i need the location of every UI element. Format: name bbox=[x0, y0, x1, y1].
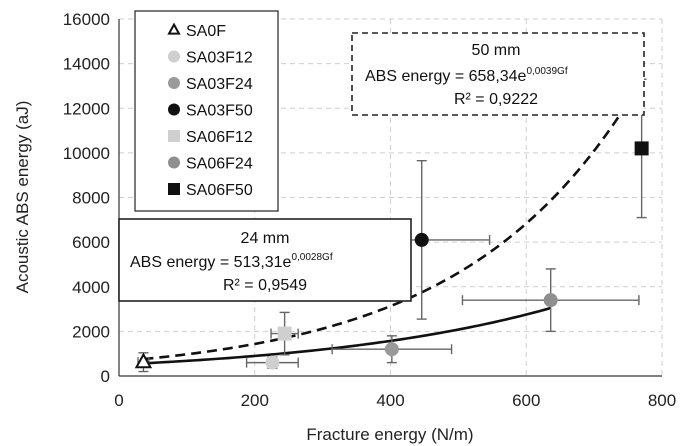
legend-label-sa06f24: SA06F24 bbox=[186, 156, 253, 173]
point-sa06f50 bbox=[634, 141, 649, 156]
y-tick-label: 14000 bbox=[63, 55, 110, 74]
legend-label-sa03f12: SA03F12 bbox=[186, 50, 253, 67]
x-tick-label: 800 bbox=[648, 391, 676, 410]
annotation-24mm-equation: ABS energy = 513,31e0,0028Gf bbox=[130, 252, 333, 271]
annotation-24mm-r2: R² = 0,9549 bbox=[223, 277, 307, 294]
legend-marker-sa06f24 bbox=[168, 156, 180, 169]
point-sa03f50 bbox=[414, 232, 429, 247]
legend-marker-sa03f50 bbox=[168, 103, 180, 116]
point-sa06f24 bbox=[543, 293, 558, 308]
point-sa03f24 bbox=[384, 342, 399, 357]
annotation-24mm-box bbox=[118, 218, 412, 302]
fit-curves bbox=[143, 83, 641, 365]
annotation-50mm-box bbox=[351, 32, 645, 116]
x-tick-label: 400 bbox=[376, 391, 404, 410]
legend-marker-sa03f24 bbox=[168, 77, 180, 89]
legend-marker-sa0f bbox=[167, 22, 181, 35]
y-tick-labels: 0 2000 4000 6000 8000 10000 12000 14000 16000 bbox=[63, 10, 110, 386]
annotation-24mm: 24 mm ABS energy = 513,31e0,0028Gf R² = … bbox=[118, 218, 412, 302]
y-tick-label: 10000 bbox=[63, 144, 110, 163]
legend-label-sa06f12: SA06F12 bbox=[186, 129, 253, 146]
fit-curve-24mm bbox=[143, 306, 552, 365]
fit-curve-50mm bbox=[143, 83, 641, 361]
x-tick-labels: 0 200 400 600 800 bbox=[114, 391, 676, 410]
legend-label-sa03f24: SA03F24 bbox=[186, 76, 253, 93]
y-axis-title: Acoustic ABS energy (aJ) bbox=[13, 101, 32, 294]
x-tick-label: 0 bbox=[114, 391, 123, 410]
annotation-50mm-title: 50 mm bbox=[472, 42, 521, 59]
legend-label-sa06f50: SA06F50 bbox=[186, 182, 253, 199]
x-tick-label: 200 bbox=[241, 391, 269, 410]
y-tick-label: 8000 bbox=[72, 189, 110, 208]
point-sa0f bbox=[134, 352, 153, 369]
y-tick-label: 12000 bbox=[63, 99, 110, 118]
annotation-50mm: 50 mm ABS energy = 658,34e0,0039Gf R² = … bbox=[351, 32, 645, 116]
y-tick-label: 6000 bbox=[72, 233, 110, 252]
y-tick-label: 2000 bbox=[72, 322, 110, 341]
legend: SA0F SA03F12 SA03F24 SA03F50 SA06F12 SA06F24 S… bbox=[134, 10, 279, 212]
legend-label-sa03f50: SA03F50 bbox=[186, 103, 253, 120]
point-sa03f12 bbox=[265, 355, 280, 370]
point-sa06f12 bbox=[277, 326, 292, 341]
annotation-50mm-equation: ABS energy = 658,34e0,0039Gf bbox=[365, 66, 568, 85]
legend-box bbox=[134, 10, 279, 212]
annotation-24mm-title: 24 mm bbox=[241, 230, 290, 247]
legend-marker-sa03f12 bbox=[168, 50, 180, 63]
x-axis-title: Fracture energy (N/m) bbox=[306, 425, 473, 444]
legend-label-sa0f: SA0F bbox=[186, 23, 226, 40]
data-points bbox=[134, 141, 649, 370]
legend-marker-sa06f12 bbox=[168, 130, 180, 142]
y-tick-label: 4000 bbox=[72, 278, 110, 297]
x-tick-label: 600 bbox=[512, 391, 540, 410]
y-tick-label: 16000 bbox=[63, 10, 110, 29]
y-tick-label: 0 bbox=[101, 367, 110, 386]
annotation-50mm-r2: R² = 0,9222 bbox=[454, 91, 538, 108]
legend-marker-sa06f50 bbox=[168, 183, 180, 195]
